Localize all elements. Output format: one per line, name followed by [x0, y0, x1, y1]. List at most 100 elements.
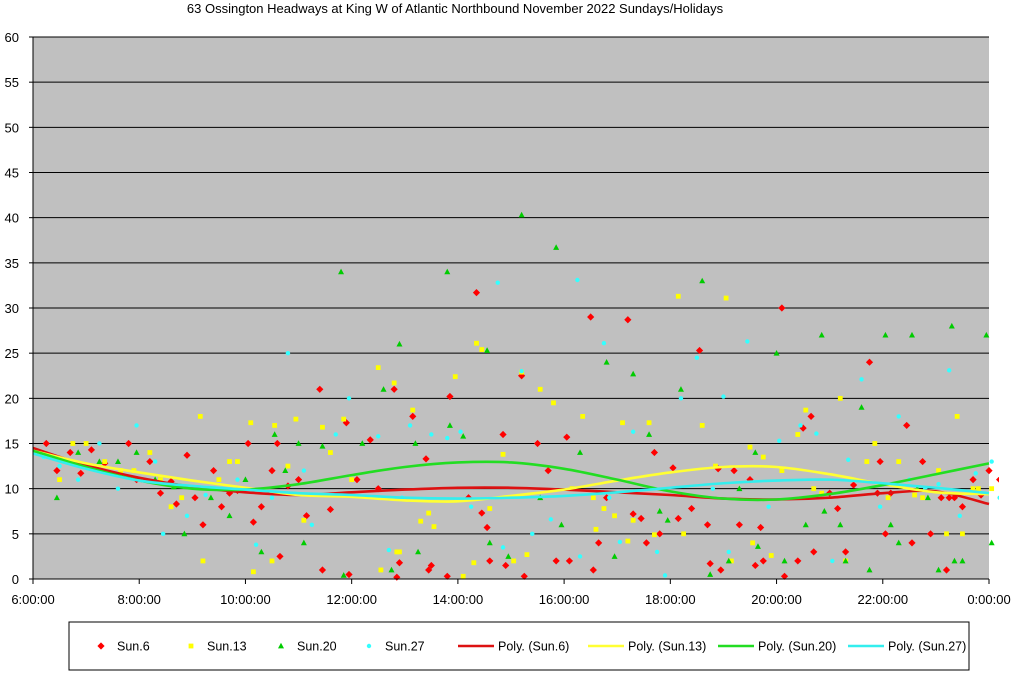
data-point [487, 506, 493, 511]
data-point [757, 523, 765, 532]
data-point [226, 512, 233, 519]
data-point [551, 400, 556, 406]
data-point [646, 420, 652, 426]
data-point [563, 433, 571, 441]
data-point [970, 486, 976, 492]
data-point [530, 531, 535, 537]
data-point [443, 572, 451, 580]
data-point [954, 414, 960, 419]
plot-content [33, 211, 1017, 581]
legend-label: Poly. (Sun.6) [498, 640, 569, 654]
data-point [721, 394, 726, 399]
data-point [207, 494, 214, 501]
data-point [328, 450, 333, 455]
data-point [699, 423, 705, 428]
data-point [926, 530, 935, 538]
data-point [285, 350, 291, 356]
data-point [603, 359, 610, 365]
legend-marker-swatch [366, 643, 372, 649]
data-point [396, 340, 403, 347]
legend-item: Poly. (Sun.20) [718, 640, 836, 654]
data-point [677, 386, 684, 392]
data-point [115, 486, 121, 491]
data-point [723, 295, 729, 301]
data-point [452, 374, 458, 380]
data-point [919, 457, 927, 466]
data-point [431, 524, 437, 530]
data-point [320, 424, 325, 430]
data-point [75, 477, 81, 482]
data-point [276, 552, 284, 561]
data-point [486, 539, 493, 546]
data-point [251, 569, 256, 575]
data-point [996, 476, 999, 483]
data-point [415, 548, 422, 555]
data-point [77, 469, 85, 477]
data-point [707, 571, 714, 577]
data-point [624, 316, 632, 324]
data-point [945, 494, 953, 502]
data-point [410, 407, 416, 413]
data-point [340, 572, 347, 578]
data-point [83, 441, 89, 446]
data-point [872, 441, 878, 446]
data-point [935, 566, 942, 573]
data-point [474, 340, 479, 346]
data-point [842, 557, 849, 564]
data-point [710, 486, 716, 491]
data-point [146, 457, 154, 466]
data-point [751, 561, 759, 570]
y-tick-label: 5 [12, 527, 19, 542]
data-point [595, 539, 603, 547]
x-tick-label: 10:00:00 [220, 592, 271, 607]
data-point [837, 395, 843, 401]
data-point [444, 268, 451, 275]
data-point [975, 486, 981, 492]
data-point [746, 476, 754, 484]
data-point [736, 485, 743, 492]
data-point [395, 559, 404, 567]
data-point [1013, 536, 1017, 540]
data-point [903, 421, 911, 430]
data-point [881, 530, 890, 538]
trendline-poly-sun-13 [33, 449, 990, 503]
data-point [345, 570, 353, 579]
data-point [319, 443, 326, 449]
chart-title: 63 Ossington Headways at King W of Atlan… [187, 1, 724, 16]
data-point [849, 481, 858, 489]
data-point [593, 526, 599, 532]
data-point [908, 331, 915, 338]
data-point [209, 467, 218, 475]
data-point [717, 566, 725, 574]
data-point [830, 558, 835, 564]
data-point [158, 477, 163, 483]
data-point [375, 365, 381, 371]
data-point [589, 566, 597, 574]
y-axis-ticks: 0 5 10 15 20 25 30 35 40 45 50 55 60 [5, 30, 33, 587]
data-point [391, 380, 397, 386]
x-tick-label: 18:00:00 [645, 592, 696, 607]
data-point [390, 385, 398, 393]
data-point [575, 277, 580, 283]
data-point [988, 539, 995, 546]
data-point [409, 412, 417, 420]
x-tick-label: 22:00:00 [857, 592, 908, 607]
data-point [519, 369, 524, 374]
data-point [258, 548, 265, 555]
data-point [203, 492, 208, 498]
data-point [936, 468, 941, 473]
data-point [924, 494, 931, 501]
data-point [133, 449, 140, 455]
legend-label: Poly. (Sun.20) [758, 640, 836, 654]
data-point [858, 404, 865, 410]
data-point [42, 439, 50, 448]
data-point [973, 471, 978, 476]
data-point [242, 476, 249, 483]
data-point [617, 539, 623, 545]
data-point [217, 503, 226, 511]
data-point [969, 476, 977, 484]
y-tick-label: 20 [5, 391, 19, 406]
data-point [445, 435, 450, 441]
data-point [341, 416, 347, 422]
data-point [285, 463, 291, 469]
